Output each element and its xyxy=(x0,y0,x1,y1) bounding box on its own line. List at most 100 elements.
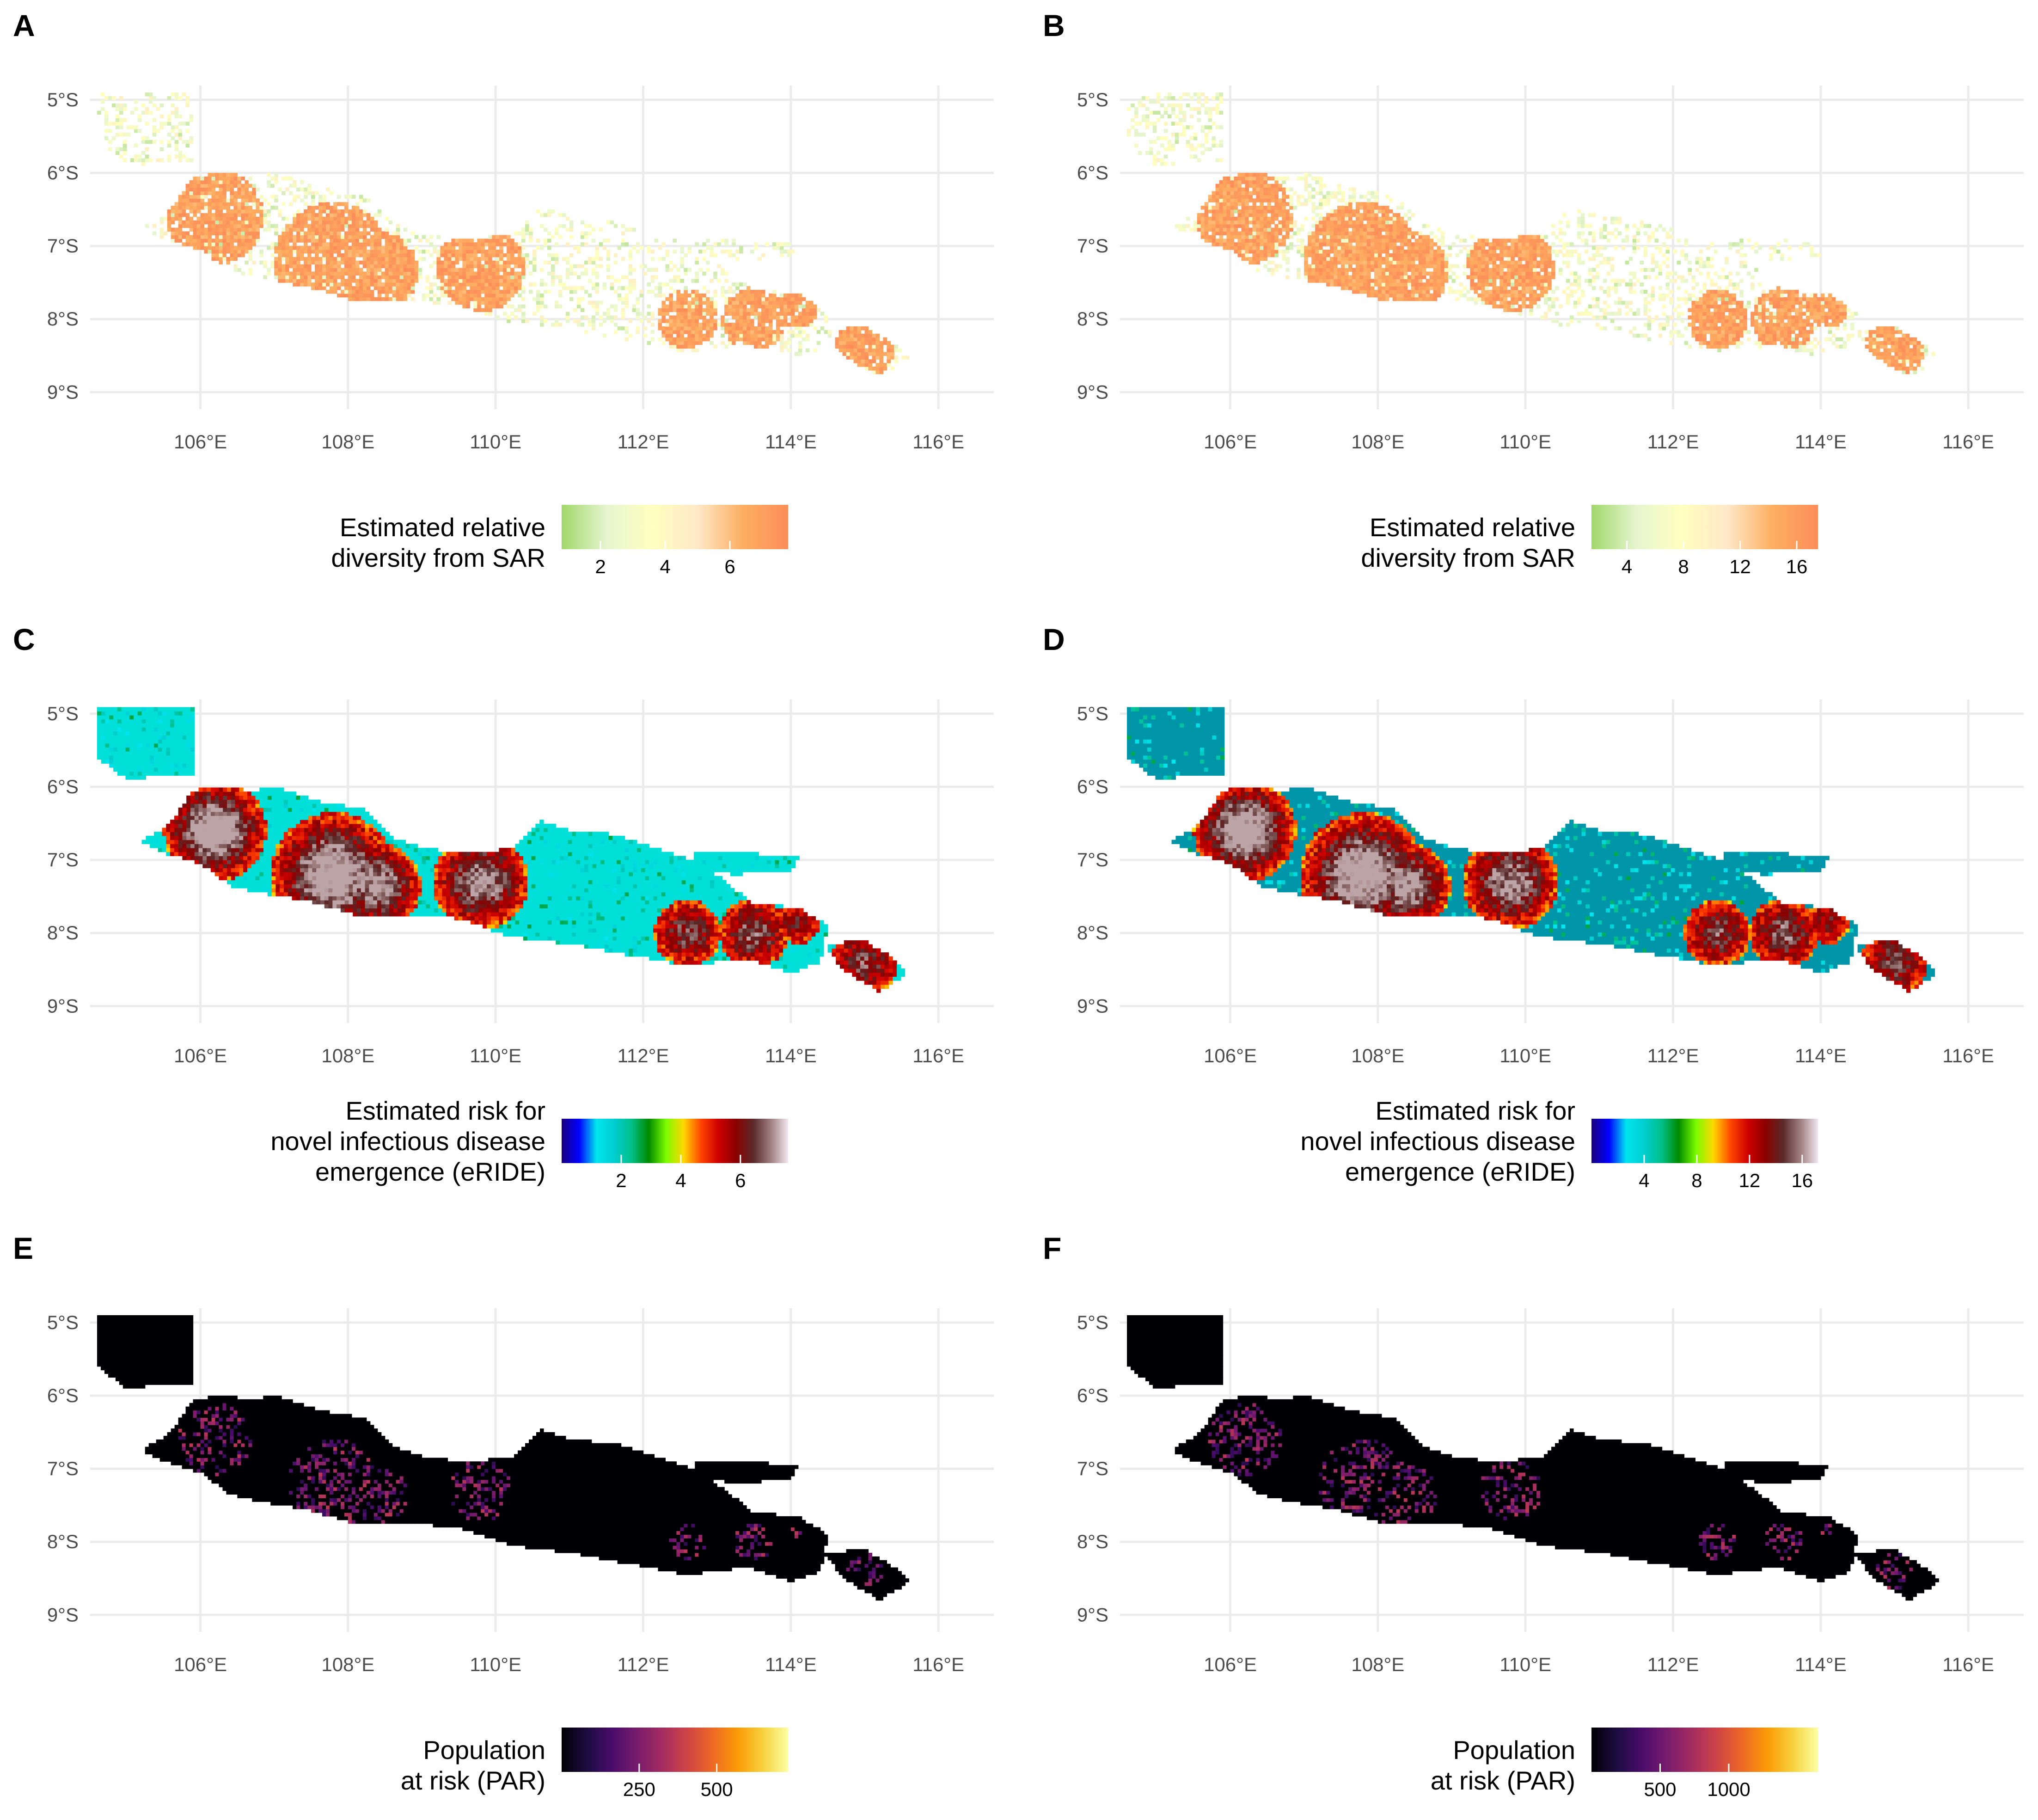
raster-cell xyxy=(802,315,806,319)
raster-cell xyxy=(252,224,256,228)
raster-cell xyxy=(1433,257,1438,261)
raster-cell xyxy=(599,242,603,246)
raster-cell xyxy=(245,231,249,235)
raster-cell xyxy=(1326,250,1330,254)
raster-cell xyxy=(1374,235,1378,239)
raster-cell xyxy=(1149,151,1153,155)
raster-cell xyxy=(344,268,349,272)
raster-cell xyxy=(1463,239,1467,243)
raster-cell xyxy=(1392,286,1397,290)
raster-cell xyxy=(270,176,275,181)
raster-cell xyxy=(351,297,356,301)
raster-cell xyxy=(853,337,858,342)
raster-cell xyxy=(1381,260,1386,265)
raster-cell xyxy=(1381,239,1386,243)
raster-cell xyxy=(1215,206,1220,210)
raster-cell xyxy=(1437,293,1441,298)
raster-cell xyxy=(750,330,754,334)
raster-cell xyxy=(728,300,732,305)
raster-cell xyxy=(289,191,293,195)
raster-cell xyxy=(1496,289,1500,294)
raster-cell xyxy=(462,246,466,250)
raster-cell xyxy=(178,213,183,217)
raster-cell xyxy=(576,323,581,327)
raster-cell xyxy=(606,220,611,225)
raster-cell xyxy=(868,363,873,367)
raster-cell xyxy=(459,300,463,305)
raster-cell xyxy=(573,246,577,250)
raster-cell xyxy=(1178,118,1183,122)
raster-cell xyxy=(761,293,765,298)
raster-cell xyxy=(1334,268,1338,272)
raster-cell xyxy=(1249,227,1253,232)
raster-cell xyxy=(429,286,434,290)
raster-cell xyxy=(285,224,289,228)
raster-cell xyxy=(366,216,371,221)
raster-cell xyxy=(270,246,275,250)
raster-cell xyxy=(1334,260,1338,265)
raster-cell xyxy=(193,191,197,195)
raster-cell xyxy=(1204,227,1209,232)
raster-cell xyxy=(776,319,780,323)
raster-cell xyxy=(850,355,854,360)
raster-cell xyxy=(373,250,378,254)
raster-cell xyxy=(455,293,459,298)
raster-cell xyxy=(1503,239,1507,243)
raster-cell xyxy=(1407,282,1412,287)
raster-cell xyxy=(750,300,754,305)
raster-cell xyxy=(1437,279,1441,283)
raster-cell xyxy=(1215,103,1220,108)
raster-cell xyxy=(1263,250,1267,254)
raster-cell xyxy=(661,304,666,309)
raster-cell xyxy=(724,323,728,327)
raster-cell xyxy=(1322,268,1327,272)
raster-cell xyxy=(1285,227,1290,232)
raster-cell xyxy=(1403,257,1408,261)
raster-cell xyxy=(1392,297,1397,301)
raster-cell xyxy=(1249,172,1253,177)
raster-cell xyxy=(230,198,234,202)
raster-cell xyxy=(1315,250,1319,254)
raster-cell xyxy=(351,293,356,298)
raster-cell xyxy=(765,312,769,316)
raster-cell xyxy=(1355,282,1360,287)
raster-cell xyxy=(1215,209,1220,214)
raster-cell xyxy=(588,231,592,235)
raster-cell xyxy=(776,323,780,327)
raster-cell xyxy=(459,293,463,298)
raster-cell xyxy=(787,323,791,327)
raster-cell xyxy=(233,184,238,188)
raster-cell xyxy=(606,253,611,257)
raster-cell xyxy=(388,257,393,261)
raster-cell xyxy=(130,158,135,162)
raster-cell xyxy=(1407,257,1412,261)
raster-cell xyxy=(481,286,485,290)
raster-cell xyxy=(1308,239,1312,243)
raster-cell xyxy=(1219,216,1224,221)
raster-cell xyxy=(104,114,109,118)
raster-cell xyxy=(1311,246,1316,250)
raster-cell xyxy=(315,216,319,221)
raster-cell xyxy=(226,198,230,202)
raster-cell xyxy=(226,176,230,181)
raster-cell xyxy=(816,308,821,313)
raster-cell xyxy=(1529,279,1533,283)
raster-cell xyxy=(1400,293,1404,298)
raster-cell xyxy=(447,257,452,261)
raster-cell xyxy=(1463,286,1467,290)
raster-cell xyxy=(333,282,337,287)
raster-cell xyxy=(794,326,799,331)
raster-cell xyxy=(1285,213,1290,217)
raster-cell xyxy=(145,140,149,144)
raster-cell xyxy=(1208,220,1212,225)
raster-cell xyxy=(466,275,470,279)
raster-cell xyxy=(414,235,419,239)
raster-cell xyxy=(658,326,662,331)
raster-cell xyxy=(171,136,175,141)
raster-cell xyxy=(1297,176,1301,181)
raster-cell xyxy=(1348,213,1353,217)
raster-cell xyxy=(695,341,699,345)
raster-cell xyxy=(300,271,304,276)
raster-cell xyxy=(1370,202,1375,206)
raster-cell xyxy=(1529,289,1533,294)
